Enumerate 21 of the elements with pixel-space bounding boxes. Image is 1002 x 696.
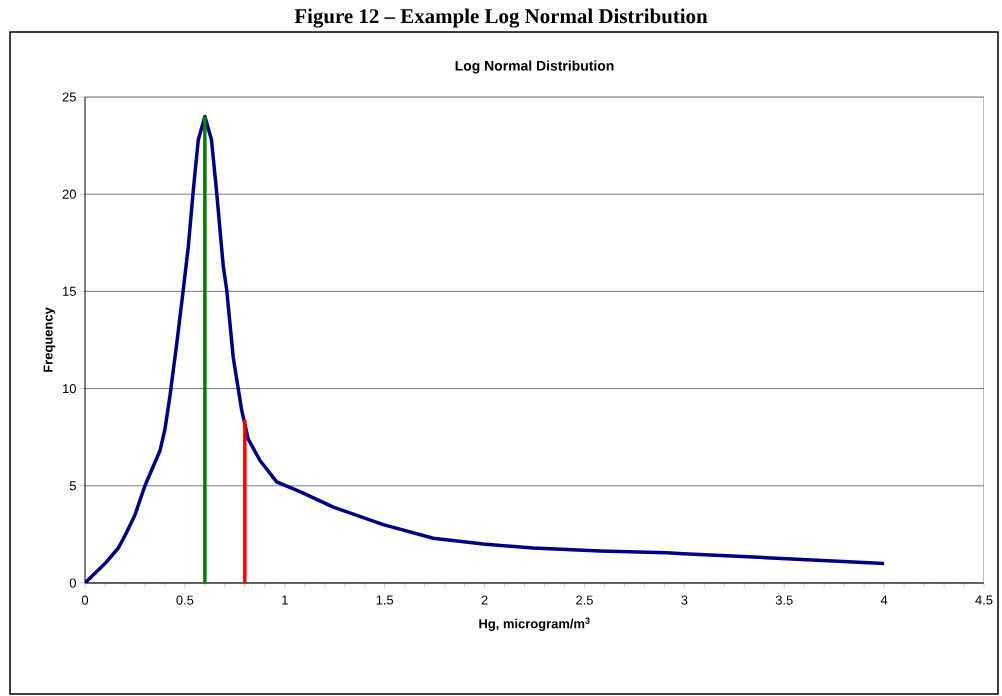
x-tick-label: 3 <box>681 595 688 605</box>
x-tick-label: 3.5 <box>775 595 793 605</box>
x-tick-label: 4.5 <box>975 595 993 605</box>
x-tick-label: 0 <box>81 595 89 605</box>
line-series <box>85 114 886 583</box>
chart-title: Log Normal Distribution <box>455 60 614 74</box>
y-tick-label: 15 <box>63 286 76 296</box>
y-tick-label: 20 <box>62 189 76 199</box>
y-tick-label: 10 <box>63 384 76 394</box>
x-tick-label: 1 <box>282 595 288 605</box>
x-tick-label: 4 <box>880 595 888 605</box>
y-tick-label: 5 <box>69 481 76 491</box>
x-axis-title: Hg, microgram/m$^{3}$ <box>479 617 590 631</box>
x-tick-label: 2.5 <box>576 595 593 605</box>
x-tick-label: 0.5 <box>176 595 194 605</box>
y-tick-label: 0 <box>69 578 76 588</box>
y-axis-title: Frequency <box>43 307 56 372</box>
y-tick-label: 25 <box>62 92 76 102</box>
x-tick-label: 2 <box>481 595 488 605</box>
caption: Figure 12 – Example Log Normal Distribution <box>294 8 708 28</box>
x-tick-label: 1.5 <box>376 595 394 605</box>
